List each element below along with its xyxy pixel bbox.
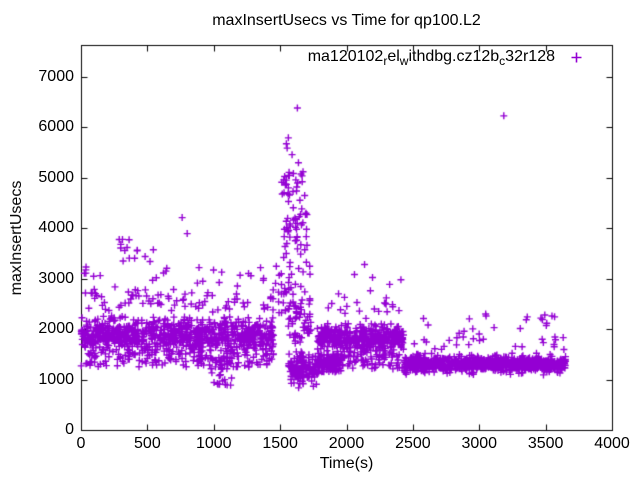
legend-series-label: ma120102relwithdbg.cz12bc32r128 (307, 48, 555, 68)
y-tick-label: 4000 (38, 219, 74, 237)
y-tick-label: 5000 (38, 168, 74, 186)
y-tick-label: 0 (65, 421, 74, 438)
legend-label-segment: 32r128 (505, 48, 555, 65)
x-tick-label: 1000 (195, 435, 232, 452)
legend: ma120102relwithdbg.cz12bc32r128 (307, 48, 583, 68)
legend-label-segment: ma120102 (307, 48, 384, 65)
chart-title: maxInsertUsecs vs Time for qp100.L2 (212, 12, 481, 29)
x-tick-label: 3000 (461, 435, 498, 452)
y-tick-label: 7000 (38, 68, 74, 85)
legend-label-segment: ithdbg.cz12b (408, 48, 500, 65)
x-tick-label: 3500 (527, 435, 564, 452)
x-tick-label: 4000 (594, 435, 630, 452)
x-tick-label: 2000 (328, 435, 365, 452)
legend-label-segment: el (387, 48, 400, 65)
y-tick-label: 3000 (38, 269, 74, 287)
legend-label-subscript: r (383, 54, 388, 68)
x-tick-label: 1500 (262, 435, 298, 452)
x-tick-label: 2500 (395, 435, 431, 452)
legend-label-subscript: c (499, 54, 506, 68)
y-tick-label: 6000 (38, 118, 74, 136)
plus-marker-icon (571, 52, 582, 62)
y-tick-label: 1000 (38, 370, 74, 388)
x-tick-label: 0 (76, 435, 86, 452)
x-axis-label: Time(s) (319, 455, 374, 472)
y-tick-label: 2000 (38, 320, 74, 338)
x-tick-label: 500 (134, 435, 161, 452)
legend-label-subscript: w (399, 54, 409, 68)
